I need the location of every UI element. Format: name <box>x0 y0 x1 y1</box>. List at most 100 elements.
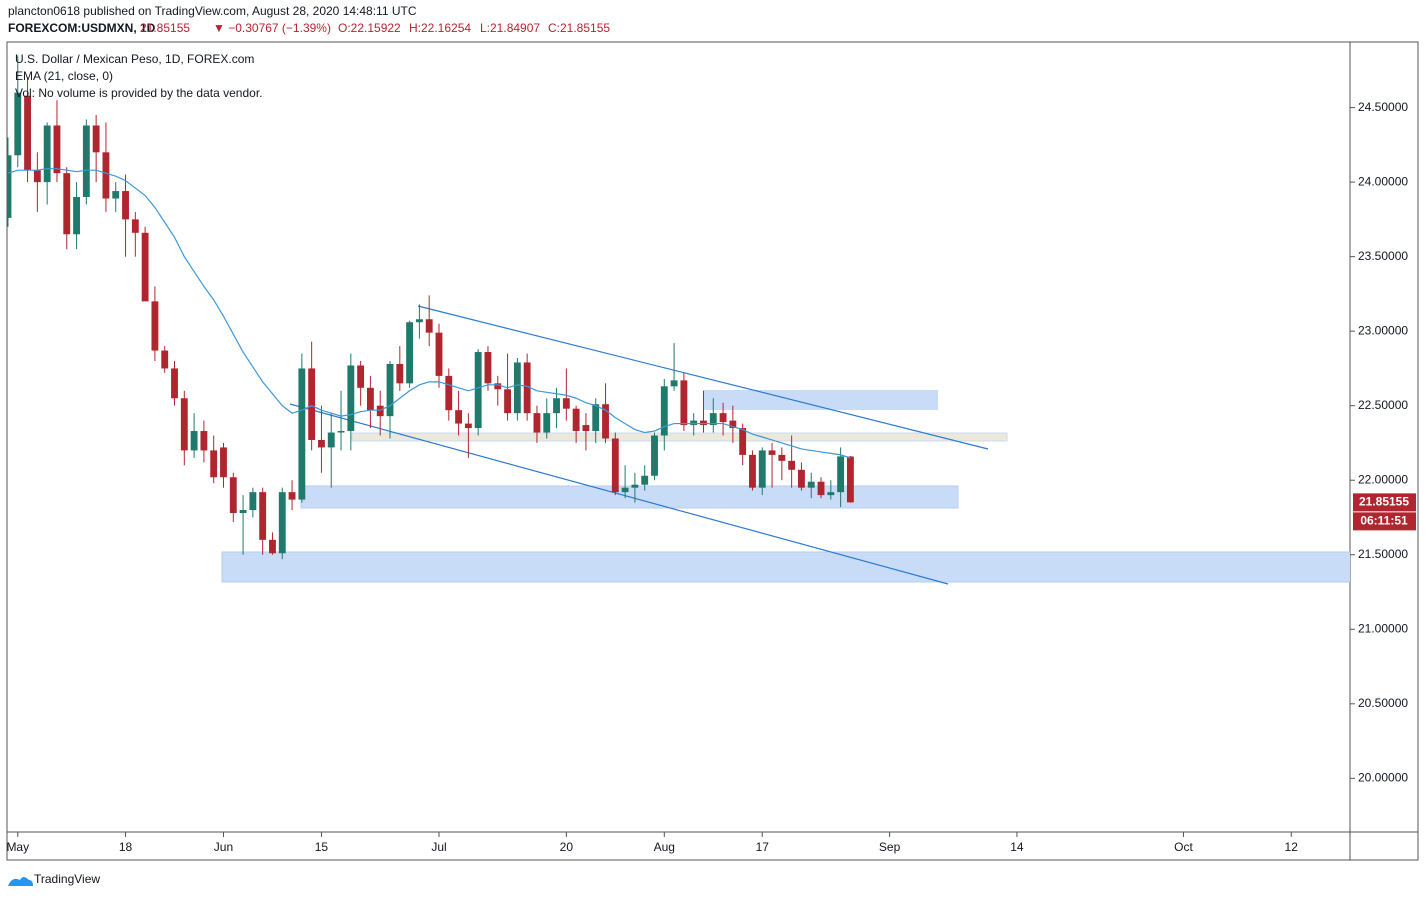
candle-body <box>288 492 296 500</box>
candle-body <box>357 365 365 388</box>
trend-line <box>417 305 989 450</box>
last-price-box <box>1353 493 1416 512</box>
candle-body <box>347 365 355 432</box>
candle-body <box>543 413 551 433</box>
symbol: FOREXCOM:USDMXN, 1D <box>8 21 156 35</box>
candle-body <box>670 380 678 387</box>
candle-body <box>278 492 286 554</box>
legend-volume: Vol: No volume is provided by the data v… <box>15 86 262 100</box>
candle-body <box>445 375 453 411</box>
candle-body <box>415 319 423 323</box>
x-tick-label: Oct <box>1174 840 1193 854</box>
y-tick-label: 21.00000 <box>1358 621 1408 635</box>
candle-body <box>308 368 316 440</box>
x-tick-label: 12 <box>1285 840 1299 854</box>
zone <box>351 432 1008 442</box>
trend-line <box>289 403 949 585</box>
brand: TradingView <box>34 872 100 886</box>
candle-body <box>269 539 276 554</box>
publisher: plancton0618 published on TradingView.co… <box>8 4 417 18</box>
ema-line <box>7 168 851 459</box>
last-price: 21.85155 <box>140 21 190 35</box>
candle-body <box>729 420 737 429</box>
candle-body <box>259 492 267 540</box>
candle-body <box>660 386 668 436</box>
countdown-box <box>1353 512 1416 531</box>
candle-body <box>680 380 688 426</box>
y-tick-label: 24.00000 <box>1358 174 1408 188</box>
candle-body <box>700 420 707 426</box>
candle-body <box>837 456 845 493</box>
candle-body <box>709 413 717 426</box>
candle-body <box>572 408 580 432</box>
x-tick-label: Sep <box>879 840 901 854</box>
candle-body <box>827 492 835 496</box>
candle-body <box>33 170 41 183</box>
candle-body <box>112 191 120 199</box>
y-tick-label: 24.50000 <box>1358 100 1408 114</box>
candle-body <box>396 363 404 384</box>
x-tick-label: May <box>6 840 29 854</box>
y-tick-label: 23.00000 <box>1358 323 1408 337</box>
candle-body <box>798 469 805 488</box>
candle-body <box>318 439 325 448</box>
candle-body <box>63 173 71 235</box>
candle-body <box>53 125 61 174</box>
x-tick-label: 17 <box>756 840 770 854</box>
candle-body <box>210 450 218 478</box>
candle-body <box>474 352 482 429</box>
candle-body <box>180 398 188 451</box>
candle-body <box>14 92 22 156</box>
candle-body <box>464 423 472 429</box>
y-tick-label: 22.00000 <box>1358 472 1408 486</box>
x-tick-label: Jun <box>214 840 233 854</box>
ohlc-low: L:21.84907 <box>480 21 540 35</box>
candle-body <box>621 487 629 493</box>
ohlc-high: H:22.16254 <box>409 21 471 35</box>
x-tick-label: 20 <box>560 840 574 854</box>
candle-body <box>298 368 306 500</box>
x-tick-label: 18 <box>119 840 133 854</box>
x-tick-label: 14 <box>1010 840 1024 854</box>
candle-body <box>366 387 374 411</box>
candle-body <box>846 456 854 503</box>
candle-body <box>102 152 110 199</box>
candle-body <box>562 398 570 409</box>
logo <box>8 877 33 886</box>
candle-body <box>141 232 149 302</box>
x-tick-label: Jul <box>431 840 446 854</box>
candle-body <box>641 475 649 485</box>
candle-body <box>513 362 521 414</box>
candle-body <box>171 368 178 399</box>
candle-body <box>611 438 619 493</box>
candle-body <box>582 425 590 432</box>
candle-body <box>455 410 463 424</box>
candle-body <box>406 322 414 384</box>
candle-body <box>817 481 825 496</box>
candle-body <box>602 404 609 439</box>
candle-body <box>376 405 384 417</box>
y-tick-label: 20.00000 <box>1358 771 1408 785</box>
candle-body <box>200 431 208 451</box>
candle-body <box>151 301 159 351</box>
candle-body <box>533 413 541 433</box>
frame <box>6 41 1419 861</box>
candle-body <box>122 191 129 220</box>
candle-body <box>788 460 796 470</box>
candle-body <box>24 95 31 171</box>
candle-body <box>504 389 511 414</box>
candle-body <box>92 125 100 153</box>
ohlc-close: C:21.85155 <box>548 21 610 35</box>
zone <box>703 390 938 410</box>
y-tick-label: 21.50000 <box>1358 547 1408 561</box>
y-tick-label: 20.50000 <box>1358 696 1408 710</box>
change: ▼ −0.30767 (−1.39%) <box>213 21 331 35</box>
candle-body <box>249 492 257 511</box>
candle-body <box>523 362 531 414</box>
y-tick-label: 22.50000 <box>1358 398 1408 412</box>
candle-body <box>161 350 169 369</box>
legend-title: U.S. Dollar / Mexican Peso, 1D, FOREX.co… <box>15 52 254 66</box>
countdown: 06:11:51 <box>1360 514 1408 528</box>
candle-body <box>719 413 727 423</box>
